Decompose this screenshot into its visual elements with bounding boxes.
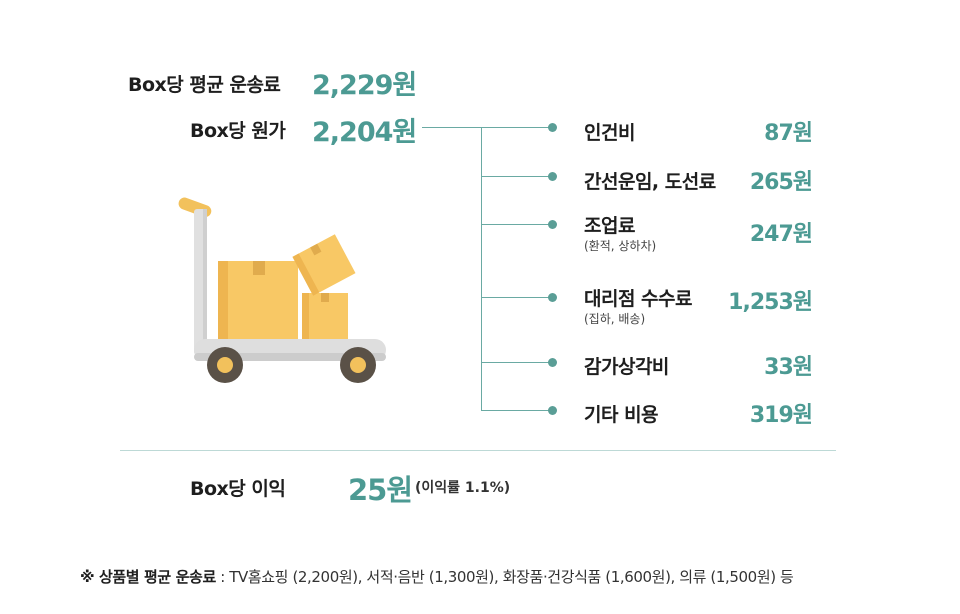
breakdown-label: 인건비: [584, 122, 635, 144]
branch-line: [481, 362, 551, 363]
bullet-dot-icon: [548, 406, 557, 415]
breakdown-value: 319원: [749, 403, 813, 428]
breakdown-label: 간선운임, 도선료: [584, 171, 716, 193]
breakdown-value: 33원: [764, 355, 813, 380]
branch-line: [481, 410, 551, 411]
bullet-dot-icon: [548, 220, 557, 229]
breakdown-value: 247원: [749, 222, 813, 247]
hand-truck-with-boxes-icon: [178, 197, 386, 383]
bullet-dot-icon: [548, 293, 557, 302]
bullet-dot-icon: [548, 123, 557, 132]
breakdown-sublabel: (집하, 배송): [584, 312, 646, 326]
breakdown-sublabel: (환적, 상하차): [584, 239, 657, 253]
cost-label: Box당 원가: [190, 120, 286, 142]
avg-shipping-label: Box당 평균 운송료: [128, 74, 281, 96]
branch-line: [481, 297, 551, 298]
footnote-text: : TV홈쇼핑 (2,200원), 서적·음반 (1,300원), 화장품·건강…: [215, 568, 794, 586]
breakdown-value: 1,253원: [728, 290, 813, 315]
branch-line: [481, 176, 551, 177]
profit-value: 25원: [348, 473, 413, 507]
avg-shipping-value: 2,229원: [312, 70, 417, 101]
profit-label: Box당 이익: [190, 478, 286, 500]
breakdown-value: 265원: [749, 170, 813, 195]
bullet-dot-icon: [548, 358, 557, 367]
breakdown-vertical-line: [481, 127, 482, 410]
breakdown-label: 대리점 수수료: [584, 288, 693, 310]
cost-connector-line: [422, 127, 552, 128]
bullet-dot-icon: [548, 172, 557, 181]
breakdown-label: 기타 비용: [584, 404, 659, 426]
cost-value: 2,204원: [312, 117, 417, 148]
breakdown-label: 감가상각비: [584, 356, 669, 378]
branch-line: [481, 224, 551, 225]
breakdown-label: 조업료: [584, 215, 635, 237]
footnote-prefix: ※ 상품별 평균 운송료: [80, 568, 216, 586]
divider: [120, 450, 836, 451]
profit-margin-note: (이익률 1.1%): [415, 480, 511, 496]
footnote: ※ 상품별 평균 운송료 : TV홈쇼핑 (2,200원), 서적·음반 (1,…: [80, 566, 794, 587]
breakdown-value: 87원: [764, 121, 813, 146]
